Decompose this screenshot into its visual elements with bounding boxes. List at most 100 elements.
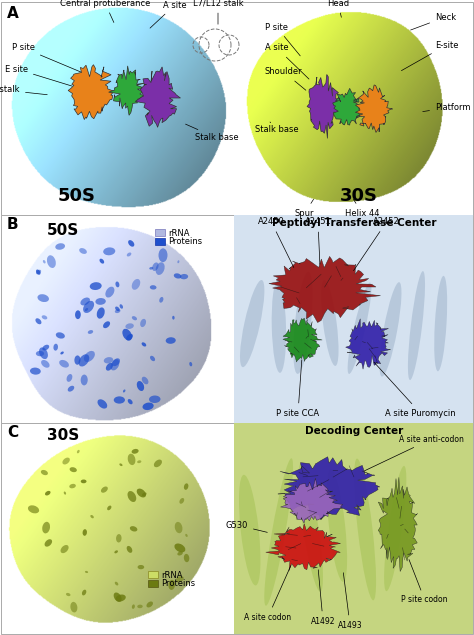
Ellipse shape — [69, 484, 76, 488]
Ellipse shape — [101, 486, 108, 493]
Polygon shape — [378, 478, 418, 572]
Ellipse shape — [114, 396, 125, 404]
Text: A2450: A2450 — [258, 218, 294, 267]
Ellipse shape — [103, 248, 115, 255]
Ellipse shape — [130, 526, 137, 531]
Ellipse shape — [119, 464, 122, 466]
Ellipse shape — [126, 334, 133, 340]
Polygon shape — [266, 524, 341, 571]
Ellipse shape — [128, 240, 134, 246]
Ellipse shape — [77, 450, 80, 453]
Ellipse shape — [56, 332, 65, 338]
Ellipse shape — [42, 345, 49, 351]
Text: 50S: 50S — [47, 223, 79, 238]
Text: Peptidyl Transferase Center: Peptidyl Transferase Center — [272, 218, 436, 228]
Ellipse shape — [114, 592, 122, 602]
Ellipse shape — [36, 318, 41, 324]
Ellipse shape — [128, 399, 133, 404]
Ellipse shape — [66, 374, 73, 382]
Ellipse shape — [137, 460, 141, 463]
Ellipse shape — [116, 281, 119, 287]
Text: A: A — [7, 6, 19, 21]
Ellipse shape — [293, 272, 313, 374]
Polygon shape — [346, 319, 391, 369]
Ellipse shape — [123, 389, 126, 392]
Ellipse shape — [104, 357, 113, 363]
Ellipse shape — [116, 534, 121, 542]
Ellipse shape — [132, 316, 137, 320]
Text: 30S: 30S — [47, 428, 79, 443]
Text: E-site: E-site — [401, 41, 458, 70]
Ellipse shape — [146, 601, 153, 608]
Ellipse shape — [37, 294, 49, 302]
Ellipse shape — [142, 493, 146, 497]
Ellipse shape — [60, 352, 64, 354]
Ellipse shape — [47, 255, 56, 268]
Ellipse shape — [177, 551, 183, 556]
Ellipse shape — [42, 315, 47, 319]
Ellipse shape — [177, 260, 179, 264]
Polygon shape — [307, 74, 343, 138]
Text: P site: P site — [12, 44, 85, 74]
Text: P site CCA: P site CCA — [276, 360, 319, 417]
Text: Proteins: Proteins — [168, 237, 202, 246]
Text: A1493: A1493 — [337, 573, 362, 629]
Ellipse shape — [45, 539, 52, 547]
Ellipse shape — [106, 363, 113, 371]
Ellipse shape — [154, 460, 162, 467]
Ellipse shape — [155, 262, 164, 275]
Polygon shape — [281, 478, 343, 523]
Ellipse shape — [299, 464, 323, 592]
Ellipse shape — [158, 248, 167, 262]
Ellipse shape — [85, 571, 88, 573]
Ellipse shape — [98, 399, 107, 408]
Ellipse shape — [272, 281, 286, 373]
Ellipse shape — [79, 354, 89, 366]
Ellipse shape — [137, 565, 144, 569]
Bar — [234, 423, 473, 634]
Text: A site codon: A site codon — [245, 566, 292, 622]
Text: Stalk base: Stalk base — [255, 122, 299, 135]
Ellipse shape — [327, 469, 347, 582]
Ellipse shape — [127, 253, 131, 257]
Ellipse shape — [143, 403, 154, 410]
Ellipse shape — [172, 316, 174, 319]
Ellipse shape — [36, 269, 40, 275]
Ellipse shape — [264, 458, 293, 606]
Ellipse shape — [176, 576, 184, 582]
Bar — [148, 571, 158, 578]
Ellipse shape — [114, 551, 118, 553]
Ellipse shape — [61, 545, 69, 553]
Text: P site codon: P site codon — [401, 559, 448, 605]
Ellipse shape — [59, 360, 69, 368]
Ellipse shape — [83, 301, 94, 313]
Ellipse shape — [36, 351, 44, 356]
Ellipse shape — [36, 270, 41, 274]
Ellipse shape — [137, 605, 143, 608]
Ellipse shape — [128, 491, 136, 502]
Ellipse shape — [68, 385, 74, 392]
Ellipse shape — [41, 470, 48, 475]
Ellipse shape — [240, 280, 264, 367]
Ellipse shape — [100, 258, 104, 264]
Polygon shape — [278, 457, 380, 519]
Bar — [234, 215, 473, 423]
Ellipse shape — [95, 298, 106, 305]
Ellipse shape — [75, 311, 81, 319]
Text: Spur: Spur — [295, 199, 315, 218]
Ellipse shape — [97, 307, 105, 319]
Text: A2451: A2451 — [305, 218, 331, 264]
Text: 50S: 50S — [58, 187, 96, 205]
Text: A site anti-codon: A site anti-codon — [365, 434, 464, 471]
Ellipse shape — [103, 321, 110, 328]
Text: rRNA: rRNA — [161, 570, 182, 580]
Ellipse shape — [90, 282, 102, 290]
Ellipse shape — [105, 286, 114, 298]
Bar — [155, 238, 165, 245]
Ellipse shape — [81, 375, 88, 385]
Polygon shape — [333, 88, 363, 125]
Text: L7/L12 stalk: L7/L12 stalk — [193, 0, 243, 24]
Ellipse shape — [179, 498, 184, 504]
Text: Neck: Neck — [410, 13, 456, 30]
Ellipse shape — [150, 285, 156, 290]
